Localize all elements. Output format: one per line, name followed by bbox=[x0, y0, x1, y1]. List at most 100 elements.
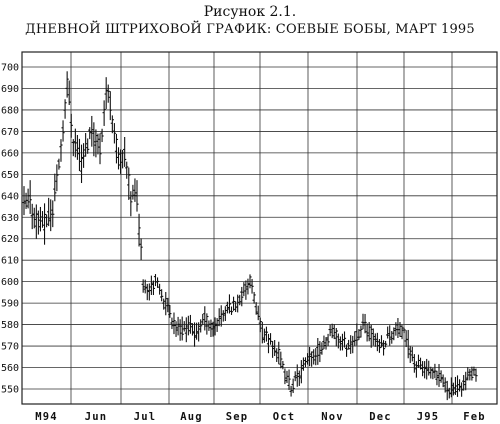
price-bar bbox=[384, 340, 388, 348]
price-bar bbox=[400, 325, 404, 340]
price-bar bbox=[332, 324, 336, 340]
price-bar bbox=[447, 387, 451, 399]
price-bar bbox=[394, 322, 398, 336]
price-bar bbox=[86, 138, 90, 154]
price-bar bbox=[98, 133, 102, 165]
price-bar bbox=[386, 326, 390, 339]
price-bar bbox=[164, 292, 168, 316]
y-tick-label: 660 bbox=[1, 148, 19, 159]
price-bar bbox=[402, 327, 406, 334]
price-bar bbox=[104, 77, 108, 109]
price-bar bbox=[209, 319, 213, 337]
price-bar bbox=[231, 296, 236, 311]
price-bar bbox=[236, 294, 240, 313]
price-bar bbox=[127, 167, 131, 200]
price-bar bbox=[423, 361, 427, 379]
price-bar bbox=[133, 178, 137, 202]
price-bar bbox=[279, 351, 283, 369]
price-bar bbox=[359, 325, 363, 338]
y-tick-label: 650 bbox=[1, 170, 19, 181]
price-bar bbox=[207, 320, 211, 331]
price-bar bbox=[170, 317, 174, 330]
price-bar bbox=[192, 322, 197, 347]
price-bar bbox=[28, 180, 32, 214]
price-bar bbox=[462, 375, 466, 391]
x-tick-label: Sep bbox=[226, 411, 249, 423]
x-tick-label: J95 bbox=[417, 411, 440, 423]
price-bar bbox=[310, 351, 314, 367]
price-bar bbox=[186, 315, 190, 336]
price-bar bbox=[322, 335, 326, 350]
price-bar bbox=[349, 335, 353, 354]
price-bar bbox=[55, 164, 59, 192]
price-bar bbox=[145, 283, 149, 301]
price-bar bbox=[431, 367, 435, 380]
price-bar bbox=[141, 279, 145, 293]
price-bar bbox=[277, 341, 281, 365]
price-bar bbox=[398, 322, 402, 337]
price-bar bbox=[213, 317, 217, 336]
price-bar bbox=[174, 321, 178, 337]
price-bar bbox=[312, 349, 316, 365]
price-bar bbox=[404, 330, 408, 348]
price-bar bbox=[100, 128, 104, 143]
price-bar bbox=[40, 211, 45, 228]
price-bar bbox=[472, 366, 476, 376]
price-bar bbox=[225, 301, 229, 314]
price-bar bbox=[125, 161, 129, 179]
price-bar bbox=[340, 333, 345, 351]
price-bar bbox=[71, 139, 75, 157]
price-bar bbox=[466, 367, 470, 381]
price-bar bbox=[381, 340, 386, 356]
y-tick-label: 640 bbox=[1, 191, 19, 202]
price-bar bbox=[102, 100, 106, 126]
y-tick-label: 680 bbox=[1, 105, 19, 116]
price-bar bbox=[77, 138, 82, 172]
price-bar bbox=[365, 323, 369, 342]
price-bar bbox=[334, 327, 338, 347]
price-bar bbox=[190, 323, 195, 336]
price-bar bbox=[106, 84, 110, 103]
price-bar bbox=[53, 173, 57, 202]
price-bar bbox=[197, 322, 201, 342]
price-bar bbox=[188, 314, 193, 334]
price-bar bbox=[289, 385, 293, 397]
price-bar bbox=[108, 91, 112, 121]
price-bar bbox=[371, 328, 375, 346]
price-bar bbox=[47, 197, 51, 227]
price-bar bbox=[59, 139, 63, 162]
y-tick-label: 670 bbox=[1, 127, 19, 138]
price-bar bbox=[435, 370, 439, 386]
y-tick-label: 590 bbox=[1, 299, 19, 310]
price-bar bbox=[254, 302, 258, 315]
price-bar bbox=[455, 375, 460, 397]
price-bar bbox=[166, 297, 170, 313]
price-bar bbox=[131, 184, 135, 200]
price-bar bbox=[328, 324, 332, 337]
price-bar bbox=[299, 360, 303, 384]
price-bar bbox=[51, 200, 55, 228]
price-bar bbox=[330, 323, 334, 339]
price-bar bbox=[453, 376, 458, 395]
price-bar bbox=[176, 316, 180, 336]
price-bar bbox=[314, 348, 318, 366]
price-bar bbox=[147, 283, 151, 301]
price-bar bbox=[338, 336, 342, 351]
price-bar bbox=[427, 360, 431, 376]
price-bar bbox=[211, 321, 215, 337]
price-bar bbox=[264, 326, 269, 342]
price-bar bbox=[326, 333, 330, 347]
price-bar bbox=[342, 331, 347, 348]
x-tick-label: Oct bbox=[273, 411, 296, 423]
price-bar bbox=[26, 188, 30, 209]
price-bar bbox=[336, 333, 340, 349]
price-bar bbox=[88, 127, 92, 140]
chart-title: ДНЕВНОЙ ШТРИХОВОЙ ГРАФИК: СОЕВЫЕ БОБЫ, М… bbox=[25, 22, 475, 37]
price-bar bbox=[392, 327, 396, 341]
x-tick-label: Dec bbox=[369, 411, 392, 423]
price-bar bbox=[410, 346, 414, 362]
price-bar bbox=[293, 371, 297, 382]
price-bar bbox=[291, 378, 295, 394]
price-bar bbox=[96, 133, 100, 155]
x-tick-label: M94 bbox=[35, 411, 58, 423]
